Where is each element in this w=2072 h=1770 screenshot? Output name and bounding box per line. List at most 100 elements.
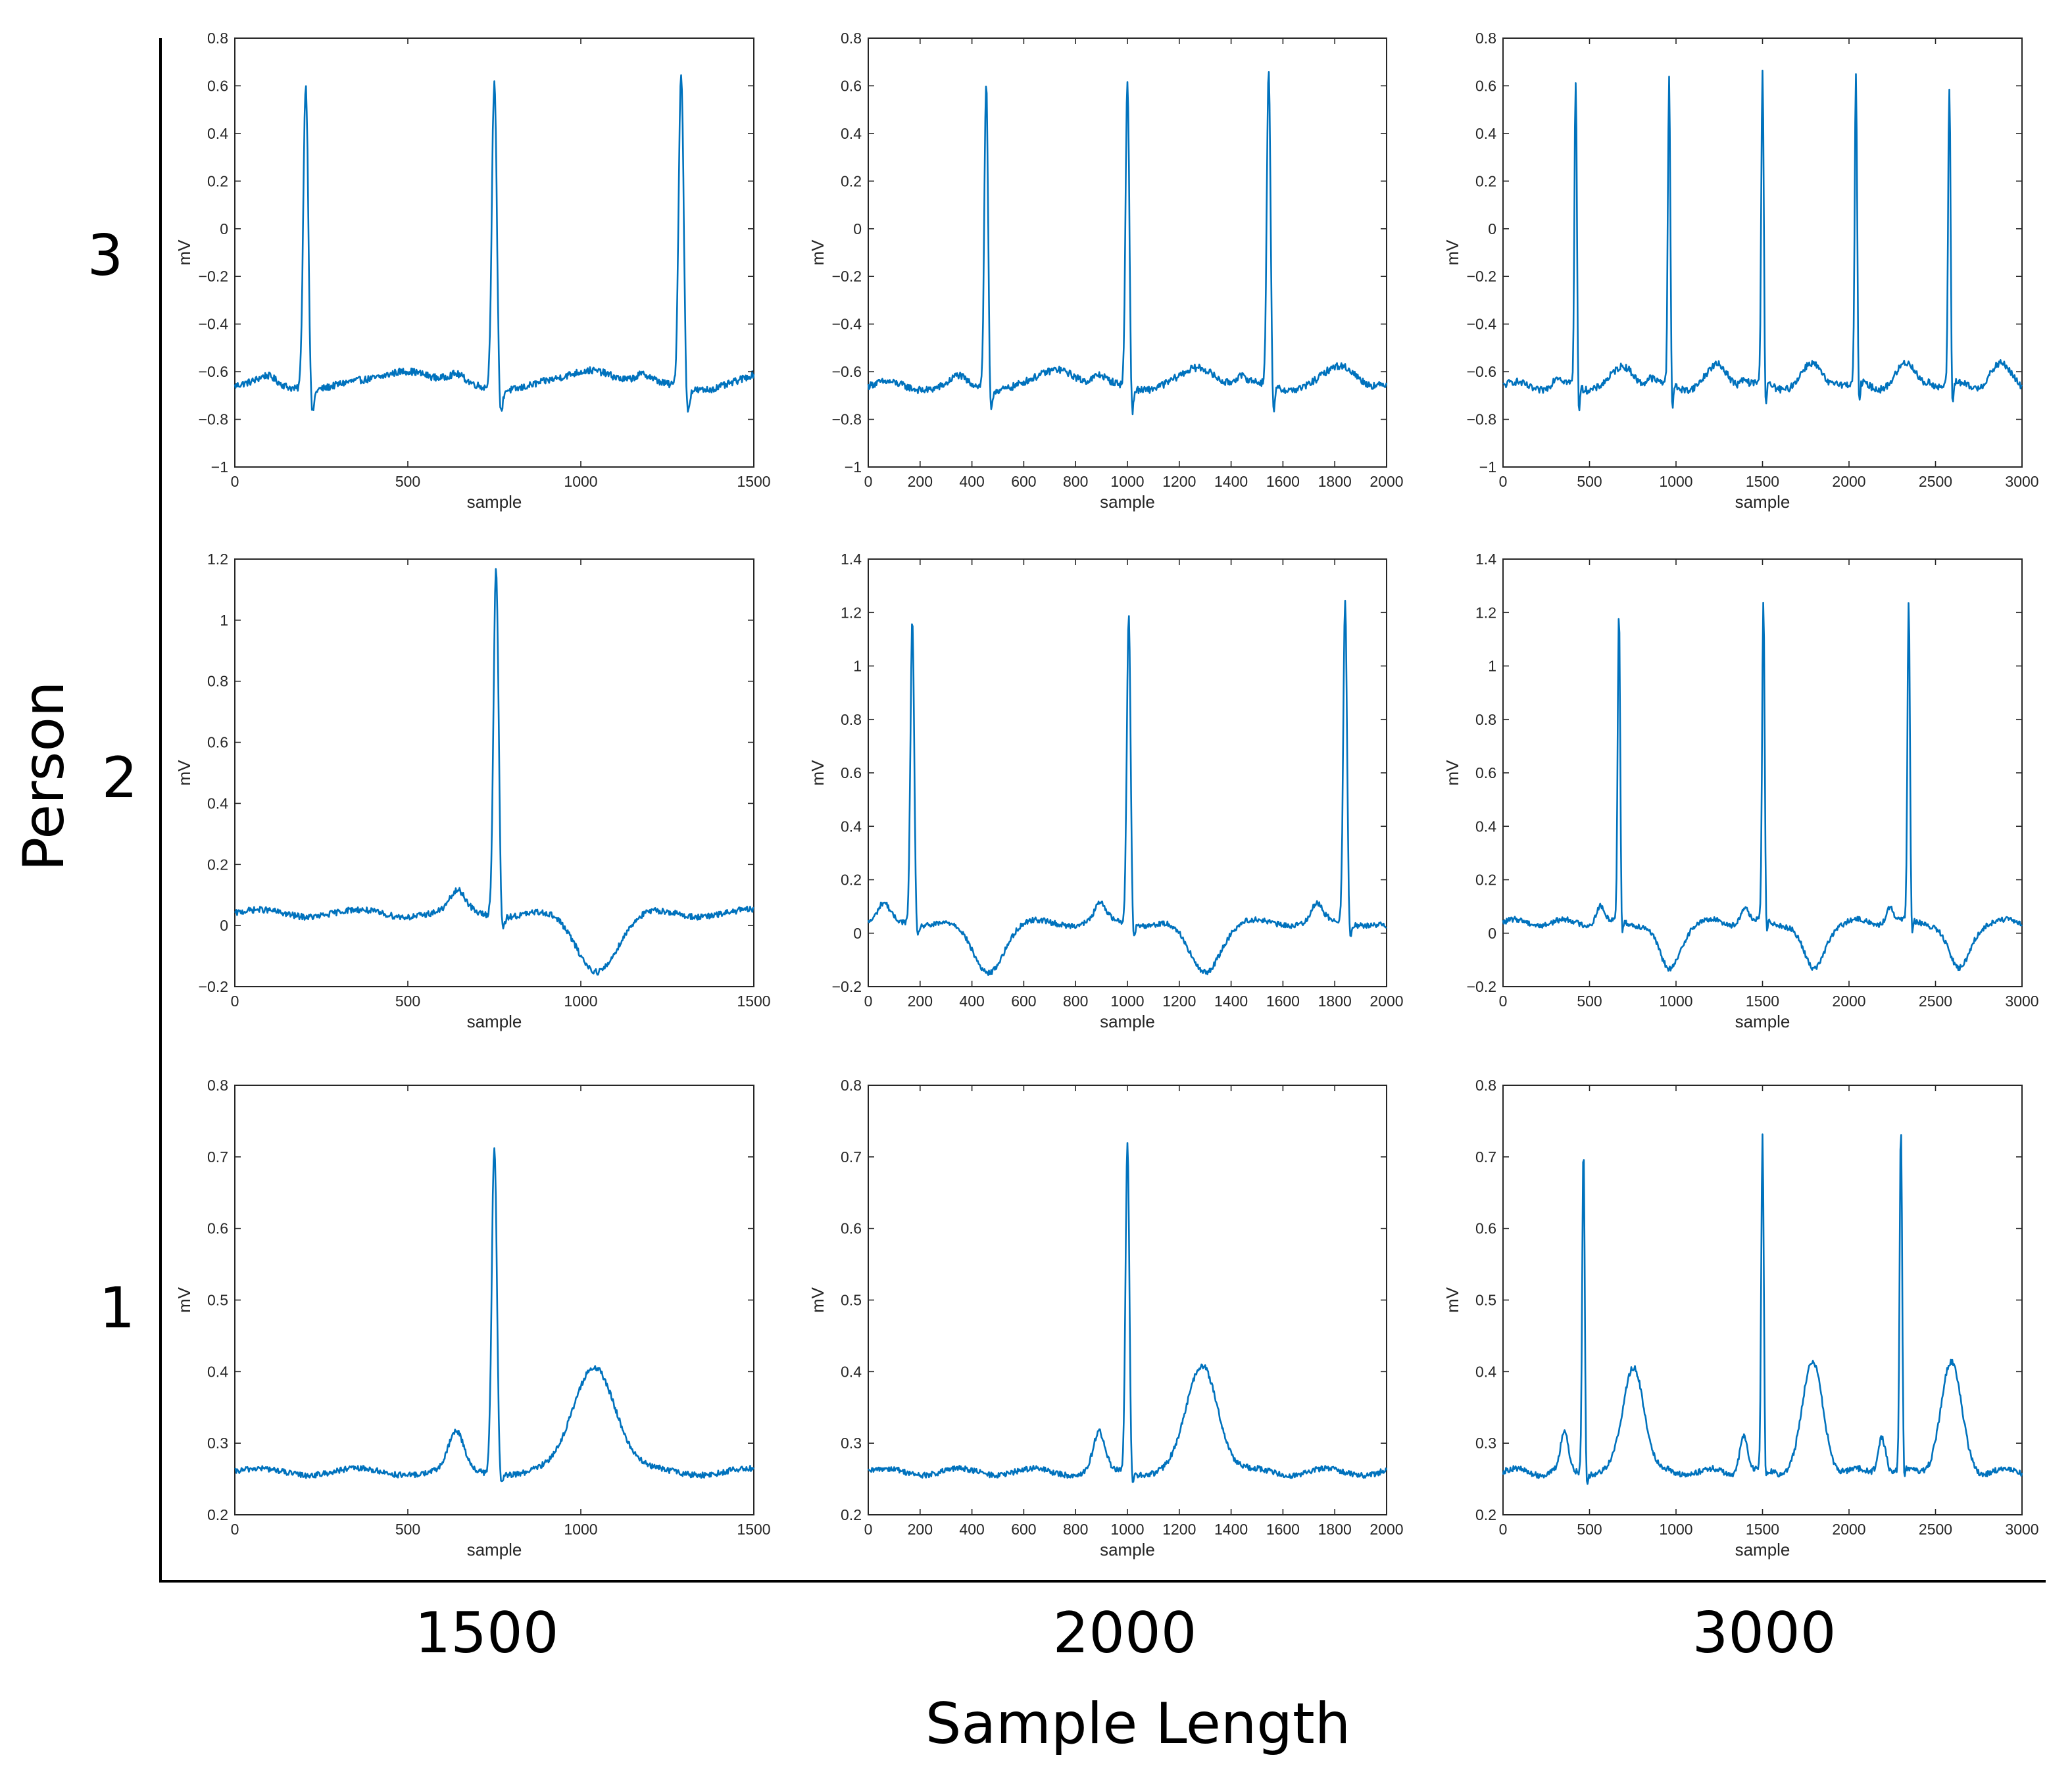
y-tick-label: 0.5 [1475,1292,1496,1309]
y-tick-label: 0.8 [207,673,228,690]
y-tick-label: 0.7 [1475,1148,1496,1166]
y-tick-label: −0.2 [832,268,862,285]
y-tick-label: −1 [845,458,862,476]
x-axis-label: sample [1100,1540,1155,1560]
y-tick-label: 0.8 [207,30,228,47]
y-tick-label: 1.2 [841,604,862,621]
y-tick-label: 1.2 [1475,604,1496,621]
x-tick-label: 1500 [1746,473,1779,490]
x-tick-label: 1000 [564,1521,597,1538]
y-tick-label: −0.4 [832,316,862,333]
x-tick-label: 3000 [2005,1521,2038,1538]
ecg-panel: 0 200 400 600 800 1000 1200 1400 1600 1800 2000 −0.… [808,551,1404,1031]
y-tick-label: −0.2 [199,268,228,285]
y-tick-label: 0.3 [207,1435,228,1452]
ecg-panel: 0 500 1000 1500−0.200.20.40.60.811.2samplem… [174,551,771,1031]
x-tick-label: 2000 [1369,1521,1403,1538]
x-tick-label: 400 [959,1521,984,1538]
x-axis-label: sample [467,492,522,512]
y-tick-label: 0.2 [1475,872,1496,889]
ecg-trace-line [234,568,754,976]
x-tick-label: 200 [908,993,933,1010]
x-tick-label: 600 [1011,473,1036,490]
x-tick-label: 0 [231,473,239,490]
row-label-person-1: 1 [99,1275,136,1341]
y-tick-label: 0.3 [841,1435,862,1452]
y-axis-label: mV [174,1287,194,1313]
y-axis-title: Person [11,681,77,872]
x-axis-label: sample [467,1012,522,1031]
x-tick-label: 1200 [1162,473,1196,490]
x-tick-label: 0 [1499,473,1508,490]
x-tick-label: 1500 [737,1521,770,1538]
y-tick-label: 0.6 [207,734,228,751]
y-tick-label: 0.2 [1475,172,1496,189]
x-tick-label: 2500 [1919,993,1952,1010]
y-tick-label: −0.8 [199,411,228,428]
y-tick-label: 0.8 [207,1077,228,1094]
x-tick-label: 500 [395,473,420,490]
y-tick-label: −1 [211,458,228,476]
y-tick-label: 0 [853,220,862,237]
x-tick-label: 400 [959,473,984,490]
ecg-panel: 0 200 400 600 800 1000 1200 1400 1600 1800 2000 0.2… [808,1077,1404,1560]
y-tick-label: 1.2 [207,551,228,568]
y-axis-label: mV [808,239,827,266]
y-tick-label: 0.6 [841,77,862,94]
x-axis-title: Sample Length [925,1691,1350,1757]
y-tick-label: −0.4 [1467,316,1497,333]
y-axis-label: mV [808,1287,827,1313]
x-tick-label: 1400 [1214,1521,1248,1538]
y-tick-label: 0.4 [207,125,228,142]
y-tick-label: −0.8 [1467,411,1496,428]
ecg-panel: 0 500 1000 1500 −1 −0.8 −0.6 −0.4 −0.2 0 0.2 0.4 0.6… [174,30,771,512]
x-tick-label: 0 [864,473,873,490]
x-tick-label: 1200 [1162,993,1196,1010]
y-axis-label: mV [808,760,827,786]
x-tick-label: 1800 [1318,993,1352,1010]
y-tick-label: −1 [1479,458,1496,476]
ecg-trace-line [234,1147,755,1483]
x-tick-label: 0 [1499,1521,1508,1538]
x-tick-label: 500 [395,993,420,1010]
y-tick-label: 0.5 [207,1292,228,1309]
y-tick-label: 0.4 [841,1363,862,1380]
x-tick-label: 200 [908,1521,933,1538]
x-tick-label: 1800 [1318,473,1352,490]
y-tick-label: 0.5 [841,1292,862,1309]
y-tick-label: 0.7 [207,1148,228,1166]
y-tick-label: 0 [853,925,862,942]
y-tick-label: 0.6 [1475,764,1496,781]
y-tick-label: 1 [1488,658,1496,675]
ecg-trace-line [1502,601,2023,972]
y-tick-label: 0.2 [841,872,862,889]
y-tick-label: 0.7 [841,1148,862,1166]
x-tick-label: 600 [1011,993,1036,1010]
y-tick-label: 0.4 [1475,125,1496,142]
x-tick-label: 1800 [1318,1521,1352,1538]
y-tick-label: 0.4 [207,795,228,812]
ecg-panel: 0 500 1000 1500 2000 2500 3000 0.2 0.3 0.4 0.5 0.6 0… [1443,1077,2039,1560]
y-tick-label: 0.4 [207,1363,228,1380]
ecg-panel: 0 500 1000 1500 0.2 0.3 0.4 0.5 0.6 0.7 0.8 sample m… [174,1077,771,1560]
x-tick-label: 1000 [1659,473,1692,490]
y-tick-label: 0.6 [1475,1220,1496,1237]
x-tick-label: 2000 [1832,993,1865,1010]
x-tick-label: 2000 [1832,473,1865,490]
ecg-trace-line [867,71,1388,416]
y-tick-label: 0 [1488,220,1496,237]
y-tick-label: −0.6 [199,363,228,380]
x-tick-label: 2500 [1919,1521,1952,1538]
x-tick-label: 1000 [564,993,597,1010]
y-tick-label: −0.2 [1467,268,1496,285]
x-tick-label: 2000 [1832,1521,1865,1538]
x-tick-label: 0 [1499,993,1508,1010]
ecg-panel: 0 500 1000 1500 2000 2500 3000 −1 −0.8 −0.6 −0.4 −0… [1443,30,2039,512]
y-tick-label: 0.6 [207,1220,228,1237]
x-tick-label: 3000 [2005,993,2038,1010]
col-label-3000: 3000 [1692,1600,1837,1666]
x-axis-label: sample [467,1540,522,1560]
x-tick-label: 500 [1577,1521,1602,1538]
y-tick-label: 0.8 [841,1077,862,1094]
